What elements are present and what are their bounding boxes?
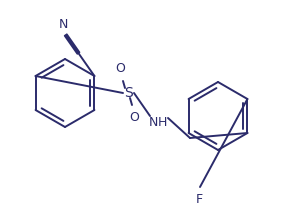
Text: N: N bbox=[148, 116, 158, 129]
Text: O: O bbox=[115, 62, 125, 75]
Text: N: N bbox=[59, 18, 68, 31]
Text: H: H bbox=[158, 116, 167, 129]
Text: F: F bbox=[195, 193, 202, 206]
Text: O: O bbox=[129, 111, 139, 124]
Text: S: S bbox=[124, 86, 132, 100]
